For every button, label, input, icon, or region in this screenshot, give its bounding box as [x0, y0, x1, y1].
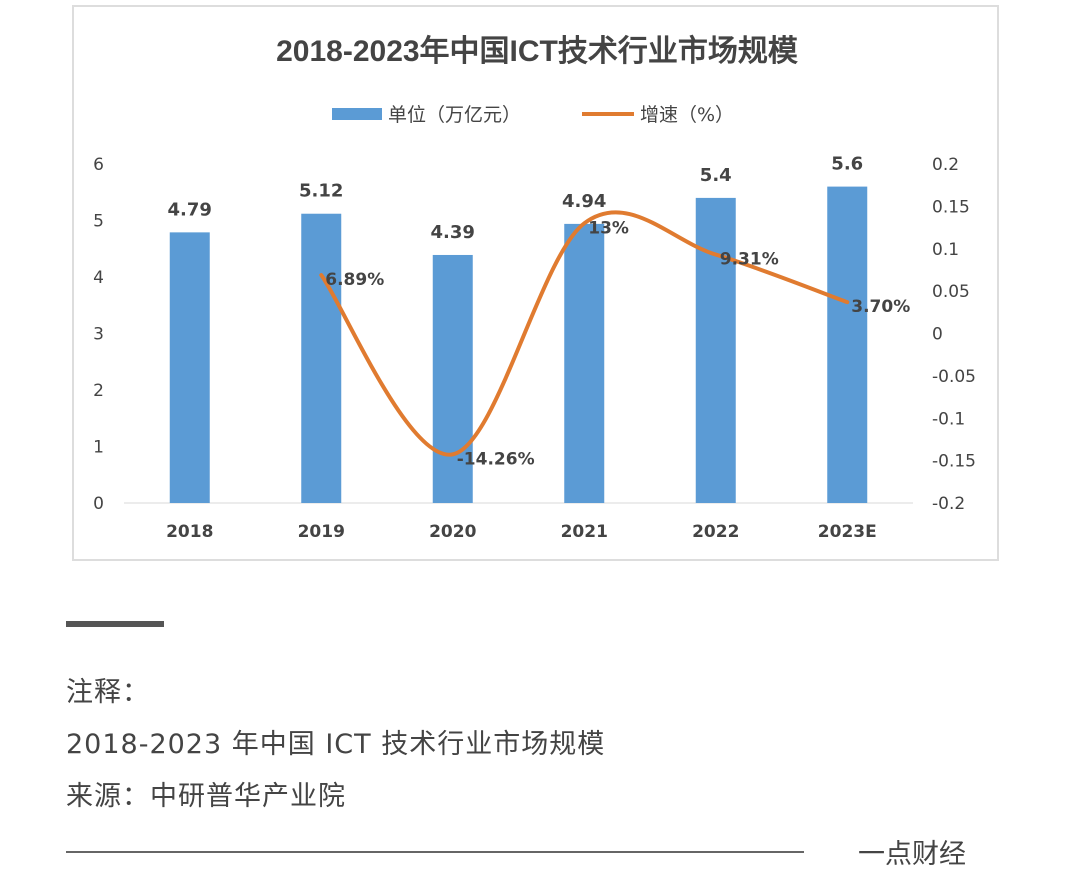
x-axis-tick: 2020 — [429, 522, 476, 542]
right-axis-tick: -0.15 — [932, 452, 976, 472]
bar — [827, 186, 868, 503]
bar — [564, 223, 605, 503]
line-data-label: 3.70% — [851, 297, 910, 317]
right-axis-tick: 0.15 — [932, 197, 970, 217]
right-axis-tick: 0.05 — [932, 282, 970, 302]
right-axis-tick: 0.1 — [932, 240, 959, 260]
growth-line — [319, 210, 850, 457]
left-axis-tick: 1 — [93, 438, 104, 458]
bar — [301, 213, 342, 503]
right-axis-tick: -0.2 — [932, 494, 965, 514]
left-axis-tick: 6 — [93, 155, 104, 175]
left-axis-tick: 2 — [93, 381, 104, 401]
legend-label-bar: 单位（万亿元） — [388, 104, 521, 126]
x-axis-tick: 2023E — [818, 522, 877, 542]
left-axis-tick: 0 — [93, 494, 104, 514]
bar-data-label: 5.12 — [299, 181, 343, 202]
note-caption: 2018-2023 年中国 ICT 技术行业市场规模 — [66, 729, 606, 760]
left-axis-tick: 4 — [93, 268, 104, 288]
bar-data-label: 4.39 — [431, 222, 475, 243]
right-axis-tick: -0.1 — [932, 409, 965, 429]
line-data-label: 13% — [588, 218, 629, 238]
bar — [695, 197, 736, 503]
legend-label-line: 增速（%） — [640, 104, 734, 126]
brand-name: 一点财经 — [858, 839, 966, 870]
note-source: 来源：中研普华产业院 — [66, 781, 346, 812]
x-axis-tick: 2019 — [298, 522, 345, 542]
left-axis-tick: 5 — [93, 212, 104, 232]
chart: 2018-2023年中国ICT技术行业市场规模单位（万亿元） 增速（%） 0 1 2 3 4… — [72, 5, 999, 561]
line-data-label: -14.26% — [457, 449, 535, 469]
line-data-label: 9.31% — [720, 250, 779, 270]
legend-swatch-bar — [332, 108, 382, 120]
divider-long — [66, 851, 804, 853]
right-axis-tick: 0 — [932, 325, 943, 345]
bar-data-label: 4.94 — [562, 191, 606, 212]
bar — [169, 232, 210, 504]
right-axis-tick: -0.05 — [932, 367, 976, 387]
right-axis-tick: 0.2 — [932, 155, 959, 175]
x-axis-tick: 2022 — [692, 522, 739, 542]
bar-data-label: 5.4 — [700, 165, 732, 186]
line-data-label: 6.89% — [325, 270, 384, 290]
x-axis-tick: 2018 — [166, 522, 213, 542]
chart-title: 2018-2023年中国ICT技术行业市场规模 — [276, 34, 798, 68]
divider-short — [66, 621, 164, 627]
left-axis-tick: 3 — [93, 325, 104, 345]
note-heading: 注释： — [66, 677, 150, 708]
x-axis-tick: 2021 — [561, 522, 608, 542]
bar-data-label: 4.79 — [168, 199, 212, 220]
bar-data-label: 5.6 — [831, 154, 863, 175]
bar — [432, 254, 473, 503]
